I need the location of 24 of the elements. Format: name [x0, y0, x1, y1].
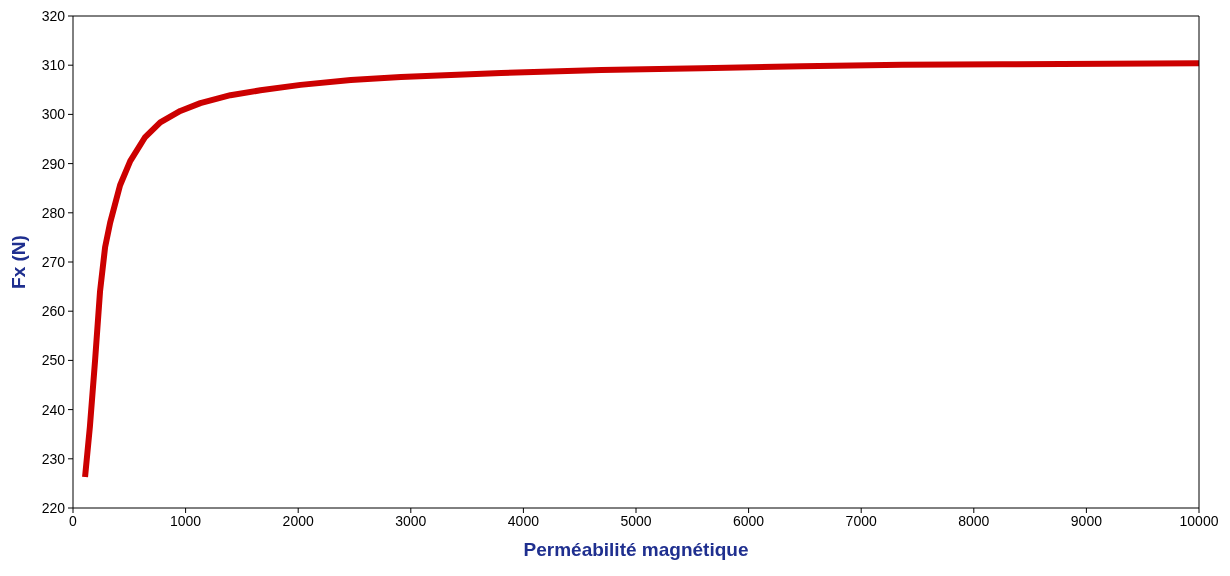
x-tick-label: 8000	[958, 512, 990, 529]
y-tick-label: 230	[41, 450, 66, 467]
x-tick-label: 7000	[845, 512, 877, 529]
x-tick-label: 5000	[620, 512, 652, 529]
x-tick-label: 6000	[733, 512, 765, 529]
y-tick-label: 310	[41, 57, 66, 74]
x-tick-label: 10000	[1179, 512, 1219, 529]
y-tick-label: 290	[41, 155, 66, 172]
x-tick-label: 0	[69, 512, 78, 529]
x-tick-label: 3000	[395, 512, 427, 529]
y-tick-label: 260	[41, 303, 66, 320]
y-tick-label: 240	[41, 401, 66, 418]
y-tick-label: 220	[41, 499, 66, 516]
x-tick-label: 9000	[1070, 512, 1103, 529]
x-axis-title: Perméabilité magnétique	[523, 539, 749, 560]
x-tick-label: 2000	[282, 512, 314, 529]
x-tick-label: 1000	[170, 512, 202, 529]
y-tick-label: 280	[41, 204, 66, 221]
y-tick-label: 300	[41, 106, 66, 123]
y-tick-label: 270	[41, 253, 66, 270]
x-tick-label: 4000	[507, 512, 540, 529]
y-tick-label: 320	[41, 7, 66, 24]
y-axis-title: Fx (N)	[7, 235, 29, 289]
y-tick-label: 250	[41, 352, 66, 369]
